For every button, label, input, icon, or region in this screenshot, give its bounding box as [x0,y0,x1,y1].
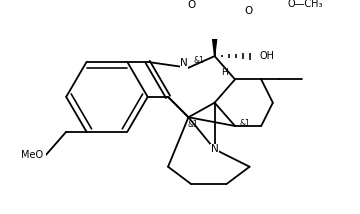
Text: &1: &1 [240,119,251,128]
Text: N: N [211,144,219,154]
Text: O—CH₃: O—CH₃ [287,0,323,9]
Text: &1: &1 [188,120,198,129]
Text: MeO: MeO [21,150,43,160]
Text: O: O [244,6,252,16]
Text: OH: OH [260,51,275,61]
Polygon shape [211,27,218,56]
Text: O: O [187,0,195,10]
Text: &1: &1 [193,56,204,65]
Text: N: N [180,58,188,68]
Text: H: H [221,68,228,77]
